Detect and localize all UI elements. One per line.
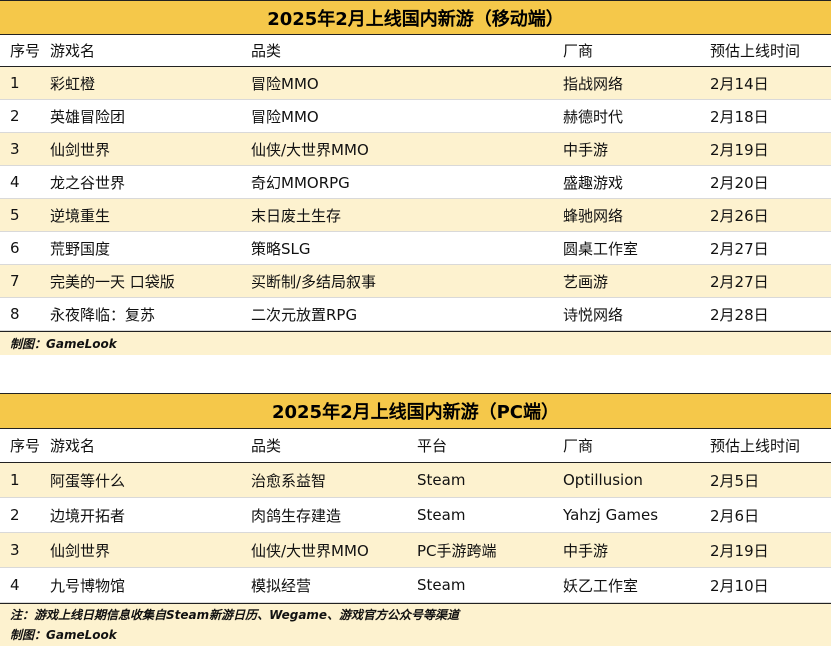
- cell-date: 2月27日: [710, 272, 769, 291]
- cell-name: 九号博物馆: [50, 576, 126, 595]
- cell-idx: 1: [10, 471, 20, 489]
- cell-name: 边境开拓者: [50, 506, 126, 525]
- cell-date: 2月26日: [710, 206, 769, 225]
- cell-genre: 模拟经营: [251, 576, 312, 595]
- pc-header-vendor: 厂商: [563, 437, 594, 455]
- pc-header-date: 预估上线时间: [710, 437, 801, 455]
- cell-platform: Steam: [417, 576, 466, 594]
- cell-genre: 奇幻MMORPG: [251, 173, 350, 192]
- table-row: 4 九号博物馆 模拟经营 Steam 妖乙工作室 2月10日: [0, 568, 831, 603]
- cell-name: 彩虹橙: [50, 74, 96, 93]
- cell-name: 逆境重生: [50, 206, 111, 225]
- cell-vendor: 妖乙工作室: [563, 576, 639, 595]
- cell-date: 2月27日: [710, 239, 769, 258]
- header-idx: 序号: [10, 42, 41, 60]
- pc-header-name: 游戏名: [50, 437, 96, 455]
- pc-credit: 制图：GameLook: [10, 628, 117, 642]
- cell-idx: 2: [10, 506, 20, 524]
- cell-date: 2月20日: [710, 173, 769, 192]
- cell-date: 2月19日: [710, 541, 769, 560]
- cell-genre: 策略SLG: [251, 239, 311, 258]
- cell-date: 2月14日: [710, 74, 769, 93]
- table-row: 2 英雄冒险团 冒险MMO 赫德时代 2月18日: [0, 100, 831, 133]
- pc-note: 注：游戏上线日期信息收集自Steam新游日历、Wegame、游戏官方公众号等渠道: [10, 608, 460, 622]
- table-row: 5 逆境重生 末日废土生存 蜂驰网络 2月26日: [0, 199, 831, 232]
- cell-genre: 买断制/多结局叙事: [251, 272, 377, 291]
- cell-platform: Steam: [417, 471, 466, 489]
- pc-title-text: 2025年2月上线国内新游（PC端）: [271, 402, 560, 423]
- cell-vendor: 指战网络: [563, 74, 624, 93]
- pc-note-bar: 注：游戏上线日期信息收集自Steam新游日历、Wegame、游戏官方公众号等渠道…: [0, 603, 831, 646]
- cell-genre: 肉鸽生存建造: [251, 506, 342, 525]
- cell-vendor: 中手游: [563, 140, 609, 159]
- cell-idx: 7: [10, 272, 20, 290]
- cell-date: 2月5日: [710, 471, 760, 490]
- cell-name: 永夜降临：复苏: [50, 305, 156, 324]
- cell-vendor: 诗悦网络: [563, 305, 624, 324]
- cell-idx: 3: [10, 140, 20, 158]
- cell-genre: 冒险MMO: [251, 107, 319, 126]
- cell-vendor: Optillusion: [563, 471, 643, 489]
- pc-table-title: 2025年2月上线国内新游（PC端）: [0, 393, 831, 429]
- mobile-table-title: 2025年2月上线国内新游（移动端）: [0, 0, 831, 35]
- cell-date: 2月6日: [710, 506, 760, 525]
- cell-idx: 2: [10, 107, 20, 125]
- cell-vendor: 中手游: [563, 541, 609, 560]
- header-genre: 品类: [251, 42, 282, 60]
- mobile-credit-bar: 制图：GameLook: [0, 331, 831, 355]
- cell-genre: 冒险MMO: [251, 74, 319, 93]
- cell-idx: 3: [10, 541, 20, 559]
- table-row: 6 荒野国度 策略SLG 圆桌工作室 2月27日: [0, 232, 831, 265]
- cell-idx: 8: [10, 305, 20, 323]
- mobile-title-text: 2025年2月上线国内新游（移动端）: [267, 8, 564, 30]
- table-row: 7 完美的一天 口袋版 买断制/多结局叙事 艺画游 2月27日: [0, 265, 831, 298]
- cell-vendor: Yahzj Games: [563, 506, 659, 524]
- cell-vendor: 艺画游: [563, 272, 609, 291]
- cell-vendor: 赫德时代: [563, 107, 624, 126]
- mobile-header-row: 序号 游戏名 品类 厂商 预估上线时间: [0, 35, 831, 67]
- pc-header-genre: 品类: [251, 437, 282, 455]
- cell-platform: Steam: [417, 506, 466, 524]
- cell-vendor: 圆桌工作室: [563, 239, 639, 258]
- table-row: 1 彩虹橙 冒险MMO 指战网络 2月14日: [0, 67, 831, 100]
- cell-idx: 4: [10, 576, 20, 594]
- cell-idx: 4: [10, 173, 20, 191]
- header-date: 预估上线时间: [710, 42, 801, 60]
- cell-date: 2月10日: [710, 576, 769, 595]
- table-row: 3 仙剑世界 仙侠/大世界MMO PC手游跨端 中手游 2月19日: [0, 533, 831, 568]
- cell-idx: 6: [10, 239, 20, 257]
- header-name: 游戏名: [50, 42, 96, 60]
- cell-genre: 二次元放置RPG: [251, 305, 358, 324]
- table-row: 1 阿蛋等什么 治愈系益智 Steam Optillusion 2月5日: [0, 463, 831, 498]
- table-row: 4 龙之谷世界 奇幻MMORPG 盛趣游戏 2月20日: [0, 166, 831, 199]
- cell-vendor: 盛趣游戏: [563, 173, 624, 192]
- pc-header-row: 序号 游戏名 品类 平台 厂商 预估上线时间: [0, 429, 831, 463]
- table-row: 8 永夜降临：复苏 二次元放置RPG 诗悦网络 2月28日: [0, 298, 831, 331]
- cell-name: 仙剑世界: [50, 541, 111, 560]
- cell-genre: 仙侠/大世界MMO: [251, 140, 369, 159]
- cell-platform: PC手游跨端: [417, 541, 497, 560]
- cell-genre: 治愈系益智: [251, 471, 327, 490]
- cell-date: 2月19日: [710, 140, 769, 159]
- cell-genre: 末日废土生存: [251, 206, 342, 225]
- cell-name: 阿蛋等什么: [50, 471, 126, 490]
- header-vendor: 厂商: [563, 42, 594, 60]
- cell-name: 龙之谷世界: [50, 173, 126, 192]
- cell-name: 仙剑世界: [50, 140, 111, 159]
- mobile-credit: 制图：GameLook: [10, 337, 117, 351]
- table-row: 3 仙剑世界 仙侠/大世界MMO 中手游 2月19日: [0, 133, 831, 166]
- cell-name: 荒野国度: [50, 239, 111, 258]
- pc-header-idx: 序号: [10, 437, 41, 455]
- table-row: 2 边境开拓者 肉鸽生存建造 Steam Yahzj Games 2月6日: [0, 498, 831, 533]
- cell-name: 完美的一天 口袋版: [50, 272, 175, 291]
- cell-name: 英雄冒险团: [50, 107, 126, 126]
- cell-date: 2月28日: [710, 305, 769, 324]
- cell-vendor: 蜂驰网络: [563, 206, 624, 225]
- cell-date: 2月18日: [710, 107, 769, 126]
- cell-genre: 仙侠/大世界MMO: [251, 541, 369, 560]
- pc-header-platform: 平台: [417, 437, 448, 455]
- cell-idx: 5: [10, 206, 20, 224]
- cell-idx: 1: [10, 74, 20, 92]
